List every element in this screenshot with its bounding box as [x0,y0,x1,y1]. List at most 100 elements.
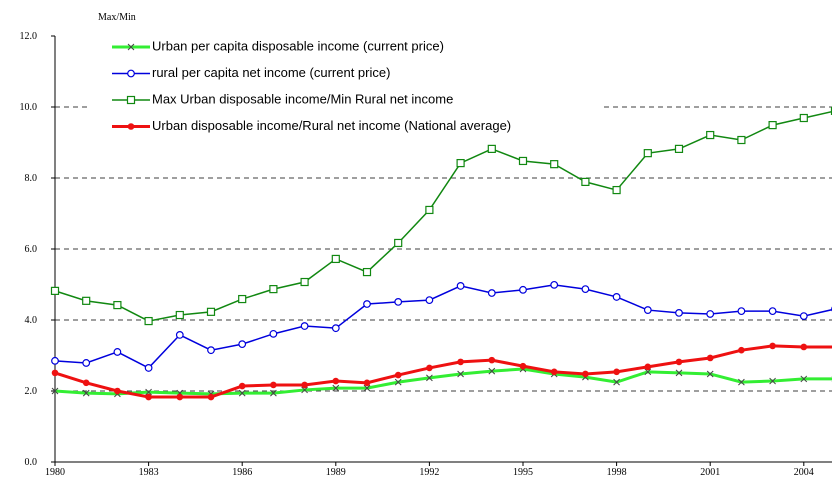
point [613,378,620,386]
point [582,370,589,378]
point [519,362,527,370]
point [331,254,340,264]
point [769,377,776,385]
point [127,123,135,130]
point [768,307,777,316]
point [519,285,527,294]
point [51,387,59,395]
point [457,358,464,366]
legend-label: Max Urban disposable income/Min Rural ne… [152,91,453,106]
point [706,354,714,362]
point [114,387,121,395]
point [51,369,59,377]
point [800,343,808,351]
legend: Urban per capita disposable income (curr… [90,34,600,138]
series-line [54,367,832,396]
point [644,363,652,371]
point [363,384,371,392]
point [206,307,216,316]
point [301,381,308,389]
point [769,342,776,350]
y-tick-label: 2.0 [25,386,38,397]
x-tick-label: 1998 [607,467,627,478]
point [768,121,777,130]
point [674,144,684,153]
legend-background [90,34,600,138]
point [176,393,184,401]
point [269,329,278,338]
point [394,378,402,386]
point [456,282,465,290]
point [238,294,247,304]
point [113,300,122,310]
point [126,95,136,105]
point [426,374,433,382]
point [394,371,402,379]
point [82,296,91,305]
point [675,369,683,377]
point [332,384,340,392]
point [300,277,309,287]
point [518,156,528,166]
x-tick-label: 2001 [700,467,720,478]
point [363,379,371,387]
x-tick-label: 2004 [794,467,814,478]
point [675,358,683,366]
y-tick-label: 12.0 [20,31,38,42]
point [706,310,715,318]
point [269,285,278,294]
point [425,296,434,305]
point [457,370,464,378]
point [581,285,590,294]
point [175,331,184,339]
y-tick-label: 0.0 [25,457,38,468]
legend-label: rural per capita net income (current pri… [152,65,390,80]
x-tick-label: 1980 [45,467,65,478]
y-axis-label: Max/Min [98,12,136,23]
point [82,359,91,367]
series-line [54,110,832,322]
point [127,43,135,51]
point [270,389,277,397]
point [612,185,621,195]
point [800,375,808,383]
point [456,158,465,168]
point [175,310,184,320]
point [737,135,746,145]
point [612,293,621,301]
point [737,307,746,316]
x-tick-label: 1995 [513,467,533,478]
x-tick-label: 1992 [419,467,439,478]
y-tick-label: 4.0 [25,315,38,326]
x-tick-label: 1989 [326,467,346,478]
point [82,379,90,387]
point [332,377,340,385]
point [426,364,433,372]
point [82,389,90,397]
y-tick-label: 6.0 [25,244,38,255]
point [706,370,714,378]
legend-label: Urban disposable income/Rural net income… [152,118,511,133]
point [644,368,652,376]
point [550,160,559,169]
point [331,324,340,333]
point [362,267,372,277]
point [207,393,215,401]
point [488,367,496,375]
point [238,389,246,397]
x-tick-label: 1983 [139,467,159,478]
point [51,356,59,365]
point [799,113,808,123]
point [643,306,652,314]
point [613,368,620,376]
point [301,386,308,394]
series-line [54,344,832,399]
point [238,340,247,349]
point [488,356,496,364]
point [550,368,558,376]
point [581,177,590,187]
legend-label: Urban per capita disposable income (curr… [152,38,444,53]
point [738,378,745,386]
series-line [54,284,832,369]
